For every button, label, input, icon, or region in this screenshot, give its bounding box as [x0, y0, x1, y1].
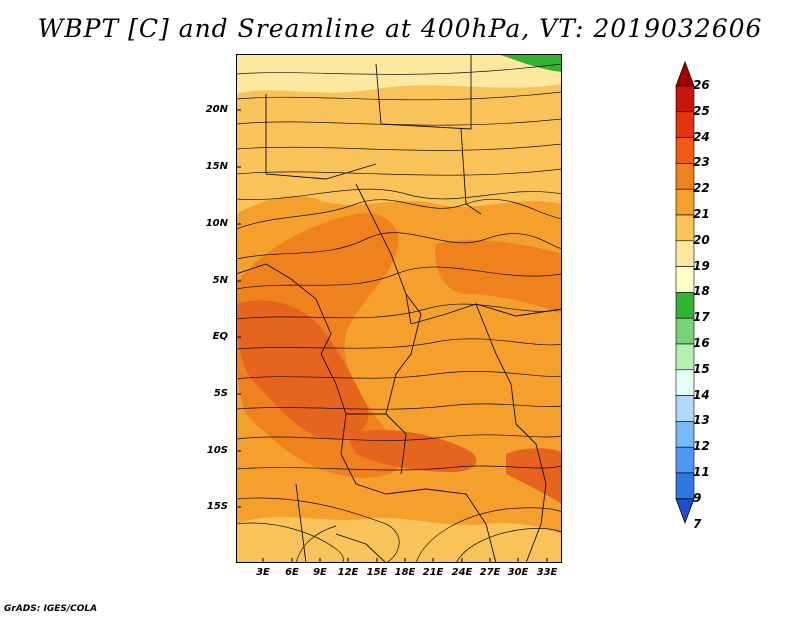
colorbar-tick-label: 21	[693, 207, 710, 221]
colorbar-tick-label: 22	[693, 181, 710, 196]
colorbar-segment	[675, 395, 695, 422]
lon-tick-label: 33E	[536, 567, 558, 578]
lat-tick-label: EQ	[212, 331, 228, 342]
lon-tick-label: 12E	[337, 567, 359, 578]
colorbar-segment	[675, 343, 695, 371]
wbpt-green-patch	[498, 54, 562, 72]
wbpt-warm-region-east	[435, 239, 562, 314]
colorbar-segment	[675, 163, 695, 190]
lat-tick-label: 5N	[212, 275, 228, 286]
lat-tick-label: 15N	[205, 161, 228, 172]
colorbar-tick-label: 17	[693, 310, 710, 325]
colorbar-tick-label: 15	[693, 361, 710, 376]
colorbar-segment	[675, 240, 695, 267]
wbpt-pale-band-north	[236, 54, 562, 94]
lon-tick-label: 3E	[256, 567, 270, 578]
colorbar-tick-label: 24	[693, 129, 710, 144]
lat-tick-label: 5S	[213, 388, 228, 399]
lon-tick-label: 21E	[422, 567, 444, 578]
lat-tick-label: 20N	[205, 104, 228, 115]
lon-tick-label: 24E	[451, 567, 473, 578]
colorbar-segment	[675, 446, 695, 474]
lon-tick-label: 30E	[507, 567, 529, 578]
colorbar-segment	[675, 266, 695, 293]
colorbar-segment	[675, 421, 695, 448]
colorbar-segment	[675, 111, 695, 138]
lon-tick-label: 6E	[285, 567, 299, 578]
lat-tick-label: 10S	[206, 445, 228, 456]
colorbar-segment	[675, 85, 695, 113]
chart-title: WBPT [C] and Sreamline at 400hPa, VT: 20…	[37, 14, 763, 43]
lat-tick-label: 15S	[206, 501, 228, 512]
colorbar-tick-label: 18	[693, 284, 710, 299]
lon-tick-label: 18E	[394, 567, 416, 578]
colorbar-tick-label: 19	[693, 258, 710, 273]
wbpt-hot-region-west	[236, 300, 369, 440]
lon-tick-label: 27E	[479, 567, 501, 578]
credit-text: GrADS: IGES/COLA	[4, 604, 98, 614]
colorbar-segment	[675, 472, 695, 500]
colorbar-segment	[675, 317, 695, 345]
colorbar-segment	[675, 369, 695, 396]
map-svg	[236, 54, 562, 563]
colorbar-tick-label: 20	[693, 232, 710, 247]
country-borders	[236, 54, 562, 563]
colorbar-tick-label: 23	[693, 155, 710, 170]
colorbar-tick-label: 13	[693, 413, 710, 428]
lon-tick-label: 15E	[366, 567, 388, 578]
colorbar-tick-label: 25	[693, 103, 710, 118]
colorbar-segment	[675, 292, 695, 319]
streamlines	[236, 63, 562, 563]
colorbar-tick-label: 7	[693, 516, 702, 531]
colorbar-bottom-arrow	[675, 498, 695, 524]
colorbar-top-arrow	[675, 60, 695, 87]
colorbar-tick-label: 16	[693, 336, 710, 350]
lon-tick-label: 9E	[313, 567, 327, 578]
colorbar-segment	[675, 137, 695, 164]
colorbar-segment	[675, 188, 695, 216]
colorbar-tick-label: 9	[693, 490, 702, 505]
map-frame	[236, 54, 562, 563]
lat-tick-label: 10N	[205, 218, 228, 229]
colorbar-tick-label: 11	[693, 465, 710, 479]
colorbar-tick-label: 14	[693, 387, 710, 402]
map-panel	[236, 54, 562, 563]
wbpt-warm-region-southeast	[506, 448, 562, 504]
colorbar	[675, 60, 695, 524]
wbpt-light-band-north	[236, 54, 562, 214]
colorbar-tick-label: 12	[693, 439, 710, 454]
colorbar-tick-label: 26	[693, 78, 710, 92]
colorbar-segment	[675, 214, 695, 242]
